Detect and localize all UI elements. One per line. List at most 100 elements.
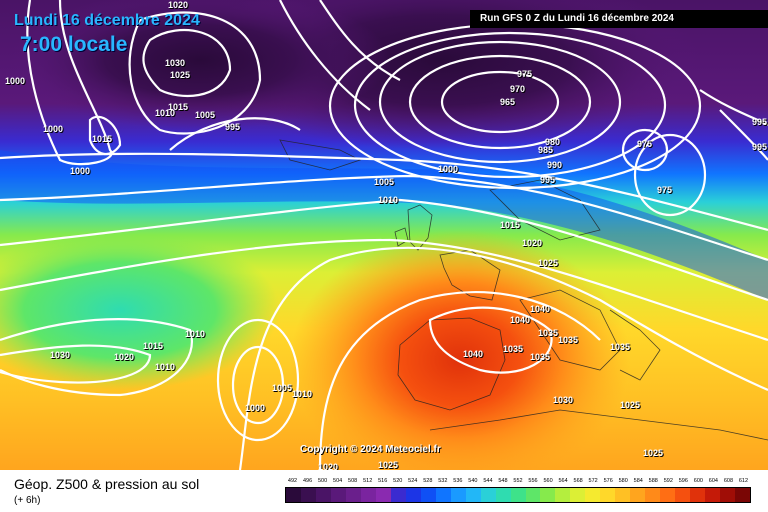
legend-swatch	[390, 488, 406, 502]
legend-tick-label: 504	[333, 478, 343, 484]
legend-tick-label: 540	[468, 478, 478, 484]
legend-tick-label: 604	[708, 478, 718, 484]
forecast-step: (+ 6h)	[14, 495, 41, 506]
isobar-label: 995	[752, 142, 768, 152]
isobar-label: 1000	[5, 76, 26, 86]
legend-tick-label: 600	[693, 478, 703, 484]
legend-swatch	[480, 488, 496, 502]
weather-map: Lundi 16 décembre 2024 7:00 locale Run G…	[0, 0, 768, 470]
isobar-label: 1000	[245, 403, 266, 413]
legend-tick-label: 516	[378, 478, 388, 484]
legend-tick-label: 536	[453, 478, 463, 484]
isobar-label: 1000	[43, 124, 64, 134]
isobar-label: 1035	[530, 352, 551, 362]
isobar-label: 975	[657, 185, 673, 195]
map-footer: Géop. Z500 & pression au sol (+ 6h) 492 4…	[0, 470, 768, 512]
map-title: Géop. Z500 & pression au sol	[14, 476, 200, 492]
isobar-label: 980	[545, 137, 561, 147]
legend-tick-label: 512	[363, 478, 373, 484]
isobars	[0, 0, 768, 470]
legend-tick-label: 560	[543, 478, 553, 484]
legend-swatch	[450, 488, 466, 502]
isobar-label: 985	[538, 145, 554, 155]
isobar-label: 995	[225, 122, 241, 132]
legend-swatch	[660, 488, 676, 502]
isobar-label: 1000	[70, 166, 91, 176]
legend-swatch	[405, 488, 421, 502]
legend-swatch	[705, 488, 721, 502]
legend-tick-label: 608	[723, 478, 734, 484]
legend-swatch	[300, 488, 316, 502]
legend-tick-label: 520	[393, 478, 403, 484]
forecast-date: Lundi 16 décembre 2024	[14, 12, 200, 29]
legend-swatch	[555, 488, 571, 502]
isobar-label: 975	[517, 69, 533, 79]
legend-swatch	[720, 488, 736, 502]
legend-tick-label: 500	[317, 478, 328, 484]
isobar-label: 1035	[610, 342, 631, 352]
legend-tick-label: 568	[573, 478, 583, 484]
copyright-notice: Copyright © 2024 Meteociel.fr	[300, 444, 441, 455]
legend-swatch	[420, 488, 436, 502]
isobar-label: 1025	[643, 448, 664, 458]
isobar-label: 1015	[143, 341, 164, 351]
isobar-label: 990	[547, 160, 563, 170]
legend-swatch	[286, 488, 301, 502]
legend-tick-label: 548	[498, 478, 508, 484]
legend-tick-label: 596	[678, 478, 688, 484]
legend-tick-label: 492	[287, 478, 298, 484]
legend-tick-label: 508	[348, 478, 358, 484]
isobar-label: 1040	[530, 304, 551, 314]
coastlines	[279, 139, 768, 441]
legend-swatch	[645, 488, 661, 502]
isobar-label: 1040	[463, 349, 484, 359]
legend-swatch	[375, 488, 391, 502]
legend-tick-label: 592	[663, 478, 673, 484]
legend-swatch	[540, 488, 556, 502]
legend-swatch	[615, 488, 631, 502]
isobar-label: 1010	[292, 389, 313, 399]
isobar-label: 995	[540, 175, 556, 185]
isobar-label: 1000	[438, 164, 459, 174]
isobar-label: 1010	[155, 108, 176, 118]
legend-swatch	[570, 488, 586, 502]
z500-field	[0, 0, 768, 470]
legend-tick-label: 612	[738, 478, 749, 484]
isobar-label: 1035	[558, 335, 579, 345]
legend-tick-label: 564	[558, 478, 568, 484]
legend-tick-label: 584	[633, 478, 643, 484]
legend-swatch	[345, 488, 361, 502]
isobar-label: 1010	[155, 362, 176, 372]
isobar-label: 1025	[378, 460, 399, 470]
legend-swatch	[735, 488, 751, 502]
isobar-label: 1025	[620, 400, 641, 410]
legend-swatch	[360, 488, 376, 502]
isobar-label: 1015	[92, 134, 113, 144]
isobar-label: 1025	[170, 70, 191, 80]
legend-tick-label: 528	[423, 478, 433, 484]
color-scale-legend: 492 496 500 504 508 512 516 520 524 528 532 536 540 5…	[285, 478, 751, 503]
isobar-label: 970	[510, 84, 526, 94]
legend-tick-label: 572	[588, 478, 598, 484]
isobar-label: 975	[637, 139, 653, 149]
legend-ticks: 492 496 500 504 508 512 516 520 524 528 532 536 540 5…	[285, 478, 751, 487]
isobar-label: 995	[752, 117, 768, 127]
legend-tick-label: 544	[483, 478, 493, 484]
isobar-label: 1035	[538, 328, 559, 338]
isobar-label: 1020	[168, 0, 189, 10]
isobar-label: 1010	[378, 195, 399, 205]
isobar-label: 1030	[553, 395, 574, 405]
legend-swatch	[510, 488, 526, 502]
legend-swatch	[600, 488, 616, 502]
isobar-label: 1025	[538, 258, 559, 268]
legend-tick-label: 556	[528, 478, 538, 484]
legend-tick-label: 580	[618, 478, 628, 484]
run-info: Run GFS 0 Z du Lundi 16 décembre 2024	[470, 10, 768, 28]
legend-swatch	[315, 488, 331, 502]
legend-tick-label: 552	[513, 478, 523, 484]
legend-swatch	[690, 488, 706, 502]
legend-swatch	[330, 488, 346, 502]
legend-tick-label: 496	[302, 478, 313, 484]
isobar-label: 1020	[522, 238, 543, 248]
legend-tick-label: 576	[603, 478, 613, 484]
